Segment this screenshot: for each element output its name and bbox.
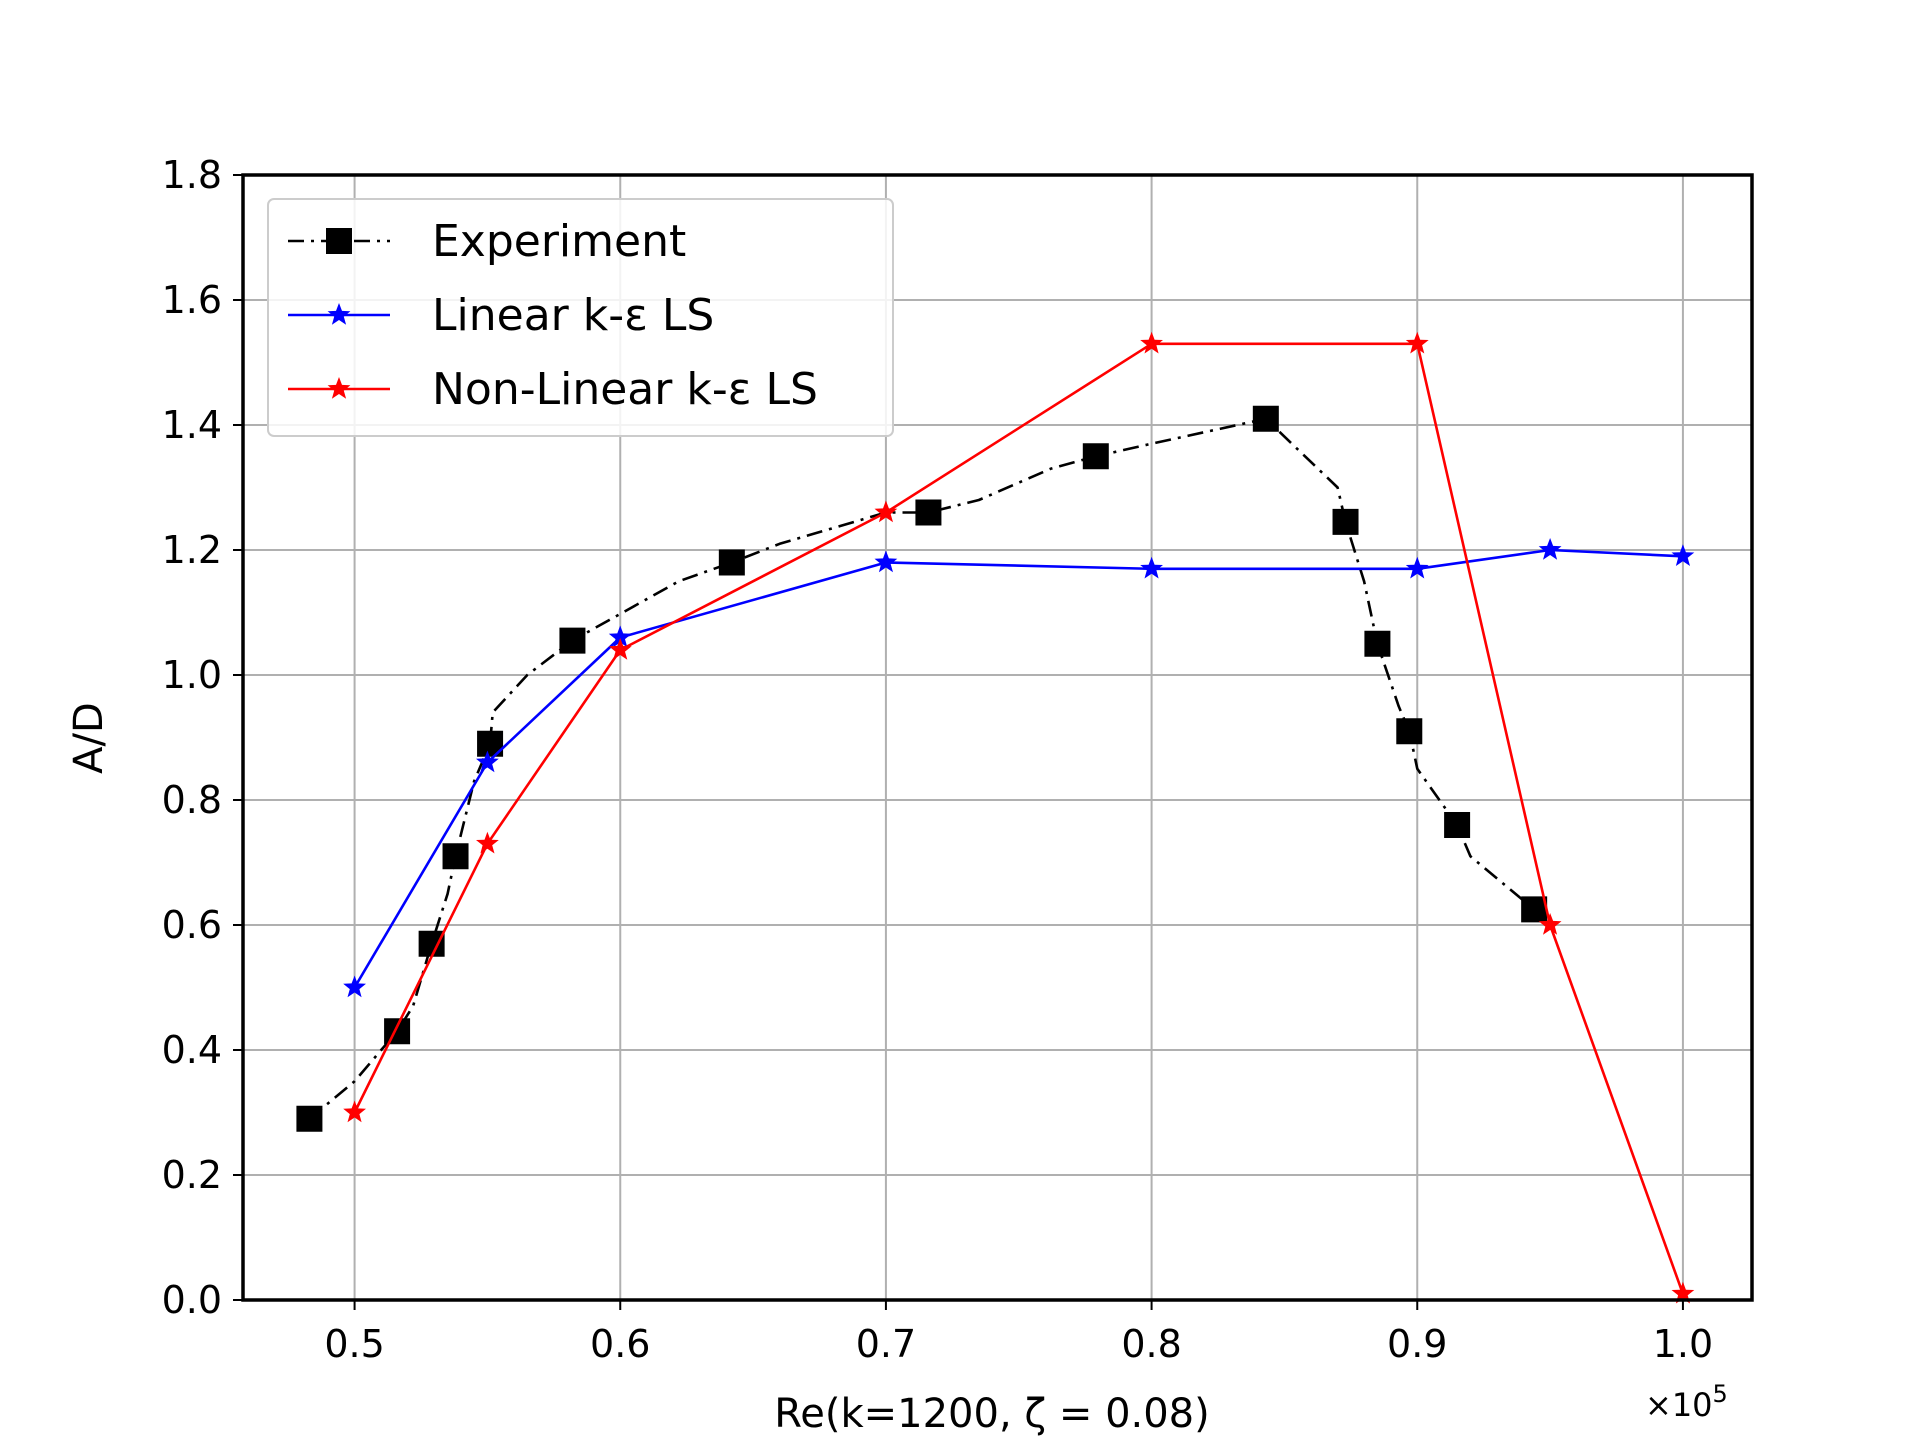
series-layer xyxy=(296,331,1695,1304)
data-point xyxy=(1521,896,1548,923)
series-experiment xyxy=(296,405,1548,1132)
series-line xyxy=(353,548,1683,989)
data-point xyxy=(1332,508,1359,535)
data-point xyxy=(1364,630,1391,657)
data-point xyxy=(1405,331,1429,354)
x-tick-label: 0.8 xyxy=(1121,1322,1181,1366)
data-point xyxy=(1396,718,1423,745)
legend-box xyxy=(267,198,894,437)
data-point xyxy=(1252,405,1279,432)
legend-marker xyxy=(327,377,351,399)
legend-label: Experiment xyxy=(432,216,686,267)
data-point xyxy=(874,500,898,523)
data-point xyxy=(874,550,898,573)
data-point xyxy=(296,1105,323,1132)
y-tick-label: 0.6 xyxy=(162,903,222,947)
legend-entry: Non-Linear k-ε LS xyxy=(288,364,818,415)
data-point xyxy=(343,1100,366,1123)
x-tick-label: 1.0 xyxy=(1653,1322,1713,1366)
data-point xyxy=(1671,544,1695,566)
data-point xyxy=(384,1018,411,1045)
series-non-linear-k-ls xyxy=(343,331,1695,1304)
legend-label: Non-Linear k-ε LS xyxy=(432,364,818,415)
legend: Experiment Linear k-ε LS Non-Linear k-ε LS xyxy=(267,198,894,437)
plot-frame xyxy=(241,173,1754,1302)
data-point xyxy=(915,499,942,526)
y-tick-label: 0.0 xyxy=(162,1278,222,1322)
y-tick-label: 1.8 xyxy=(162,153,222,197)
x-tick-label: 0.5 xyxy=(324,1322,384,1366)
data-point xyxy=(1405,556,1429,579)
data-point xyxy=(1444,812,1471,838)
series-line xyxy=(308,417,1536,1120)
data-point xyxy=(418,930,445,957)
series-linear-k-ls xyxy=(343,538,1695,998)
x-axis-multiplier-exponent: 5 xyxy=(1713,1380,1728,1408)
data-point xyxy=(1082,443,1109,470)
data-point xyxy=(476,831,499,854)
x-axis-multiplier: ×105 xyxy=(1645,1380,1728,1424)
data-point xyxy=(608,625,632,648)
y-tick-label: 0.2 xyxy=(162,1153,222,1197)
data-point xyxy=(559,627,586,654)
y-tick-label: 1.4 xyxy=(162,403,222,447)
x-tick-label: 0.6 xyxy=(590,1322,650,1366)
x-axis-multiplier-base: ×10 xyxy=(1645,1386,1713,1424)
data-point xyxy=(1140,556,1163,579)
series-line xyxy=(353,342,1685,1295)
data-point xyxy=(343,975,366,998)
y-tick-label: 0.8 xyxy=(162,778,222,822)
data-point xyxy=(1538,913,1562,935)
y-tick-label: 1.0 xyxy=(162,653,222,697)
legend-label: Linear k-ε LS xyxy=(432,290,714,341)
x-tick-label: 0.7 xyxy=(856,1322,916,1366)
x-axis-label: Re(k=1200, ζ = 0.08) xyxy=(774,1391,1210,1437)
y-axis-label: A/D xyxy=(66,702,112,774)
legend-marker xyxy=(326,228,352,254)
legend-entry: Experiment xyxy=(288,216,686,267)
legend-marker xyxy=(327,303,351,325)
ticks: 0.5 0.6 0.7 0.8 0.9 1.0 0.0 0.2 0.4 0.6 0.8 1.0 1.2 1… xyxy=(162,153,1714,1366)
data-point xyxy=(718,549,745,576)
x-tick-label: 0.9 xyxy=(1387,1322,1447,1366)
legend-entry: Linear k-ε LS xyxy=(288,290,714,341)
y-tick-label: 1.2 xyxy=(162,528,222,572)
y-tick-label: 1.6 xyxy=(162,278,222,322)
data-point xyxy=(476,750,499,773)
data-point xyxy=(442,843,469,870)
data-point xyxy=(1140,331,1163,354)
data-point xyxy=(1671,1281,1695,1304)
y-tick-label: 0.4 xyxy=(162,1028,222,1072)
data-point xyxy=(1538,538,1562,560)
data-point xyxy=(608,638,632,660)
